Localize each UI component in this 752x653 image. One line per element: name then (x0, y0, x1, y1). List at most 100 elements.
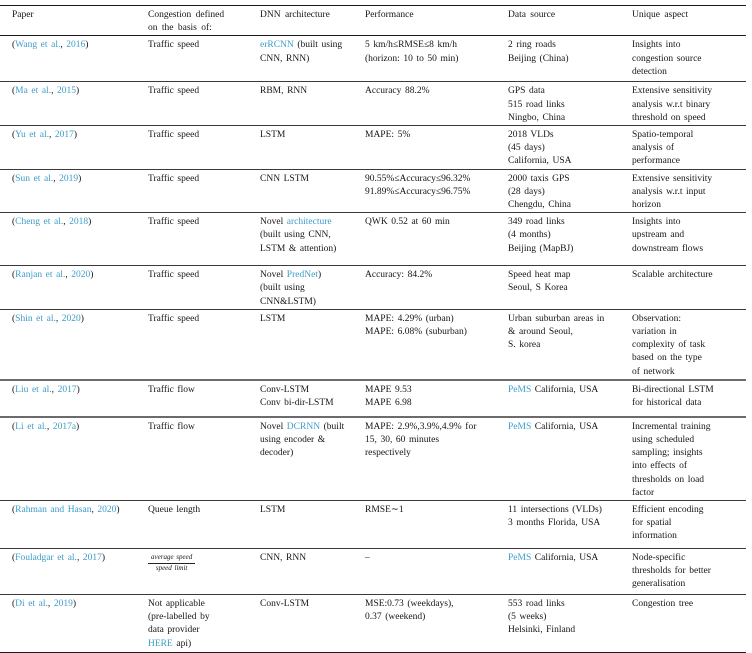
cell-performance: MAPE 9.53 MAPE 6.98 (365, 380, 508, 417)
cell-dnn: Novel PredNet) (built using CNN&LSTM) (260, 266, 365, 310)
text-segment: 2018 VLDs (508, 130, 554, 141)
cell-congestion: Traffic speed (148, 266, 260, 310)
cell-source: 2018 VLDs (45 days) California, USA (508, 126, 632, 170)
column-header-unique: Unique aspect (632, 6, 746, 36)
text-segment: Observation: (632, 313, 682, 324)
text-segment: Congestion defined (148, 10, 225, 20)
citation-link[interactable]: PeMS (508, 421, 532, 432)
text-segment: ( (12, 384, 16, 395)
cell-unique: Spatio-temporal analysis of performance (632, 126, 746, 170)
text-segment: LSTM & attention) (260, 243, 337, 254)
citation-link[interactable]: DCRNN (286, 421, 321, 432)
citation-link[interactable]: Sun et al. (15, 173, 54, 184)
citation-link[interactable]: architecture (286, 217, 332, 228)
citation-link[interactable]: Rahman and Hasan (15, 505, 92, 516)
text-segment: 91.89%≤Accuracy≤96.75% (365, 186, 471, 197)
citation-link[interactable]: PeMS (508, 553, 532, 564)
text-segment: Urban suburban areas in (508, 313, 605, 324)
text-segment: Incremental training (632, 421, 711, 432)
cell-performance: Accuracy 88.2% (365, 82, 508, 126)
text-segment: ( (12, 553, 16, 564)
cell-unique: Node-specific thresholds for better genera… (632, 549, 746, 595)
cell-dnn: RBM, RNN (260, 82, 365, 126)
text-segment: Helsinki, Finland (508, 625, 576, 636)
text-segment: Traffic speed (148, 270, 200, 281)
citation-link[interactable]: 2019 (59, 173, 79, 184)
text-segment: ) (116, 505, 120, 516)
citation-link[interactable]: 2017 (82, 553, 102, 564)
citation-link[interactable]: Di et al. (15, 599, 48, 610)
text-segment: – (365, 553, 370, 564)
citation-link[interactable]: 2020 (61, 313, 81, 324)
text-segment: horizon (632, 200, 662, 211)
text-segment: 15, 30, 60 minutes (365, 435, 440, 446)
text-segment: CNN&LSTM) (260, 296, 316, 307)
cell-performance: RMSE∼1 (365, 501, 508, 549)
text-segment: of network (632, 366, 675, 377)
text-segment: threshold on speed (632, 112, 706, 123)
citation-link[interactable]: 2020 (97, 505, 117, 516)
text-segment: detection (632, 66, 667, 77)
dnn-congestion-literature-table: Paper Congestion defined on the basis of: D… (0, 5, 746, 653)
citation-link[interactable]: Li et al. (15, 421, 47, 432)
text-segment: Beijing (China) (508, 53, 569, 64)
citation-link[interactable]: HERE (148, 638, 173, 649)
citation-link[interactable]: 2017 (57, 384, 77, 395)
text-segment: thresholds for better (632, 566, 711, 577)
citation-link[interactable]: Wang et al. (15, 40, 61, 51)
cell-source: 2000 taxis GPS (28 days) Chengdu, China (508, 169, 632, 213)
citation-link[interactable]: 2020 (71, 270, 91, 281)
text-segment: MAPE: 6.08% (suburban) (365, 327, 467, 338)
text-segment: ) (73, 130, 78, 141)
cell-unique: Efficient encoding for spatial information (632, 501, 746, 549)
citation-link[interactable]: Cheng et al. (15, 217, 64, 228)
citation-link[interactable]: PredNet (286, 270, 318, 281)
text-segment: , (53, 173, 60, 184)
citation-link[interactable]: 2016 (66, 40, 86, 51)
text-segment: Accuracy: 84.2% (365, 270, 433, 281)
citation-link[interactable]: 2018 (69, 217, 89, 228)
cell-dnn: LSTM (260, 126, 365, 170)
text-segment: using scheduled (632, 435, 695, 446)
cell-unique: Scalable architecture (632, 266, 746, 310)
text-segment: , (47, 599, 54, 610)
citation-link[interactable]: Ma et al. (15, 86, 52, 97)
citation-link[interactable]: Yu et al. (15, 130, 49, 141)
text-segment: Unique aspect (632, 10, 689, 20)
text-segment: api) (172, 638, 192, 649)
text-segment: generalisation (632, 579, 686, 590)
text-segment: Queue length (148, 505, 201, 516)
text-segment: ( (12, 270, 16, 281)
citation-link[interactable]: 2015 (57, 86, 77, 97)
citation-link[interactable]: PeMS (508, 384, 532, 395)
citation-link[interactable]: Shin et al. (15, 313, 56, 324)
text-segment: ( (12, 505, 16, 516)
text-segment: , (51, 86, 58, 97)
citation-link[interactable]: 2017a (52, 421, 77, 432)
citation-link[interactable]: erRCNN (260, 40, 294, 51)
text-segment: , (55, 313, 62, 324)
table-header: Paper Congestion defined on the basis of: D… (0, 5, 746, 36)
citation-link[interactable]: 2017 (54, 130, 74, 141)
cell-performance: MSE:0.73 (weekdays), 0.37 (weekend) (365, 595, 508, 653)
citation-link[interactable]: Ranjan et al. (15, 270, 66, 281)
citation-link[interactable]: 2019 (53, 599, 73, 610)
text-segment: Seoul, S Korea (508, 283, 568, 294)
text-segment: Node-specific (632, 553, 686, 564)
citation-link[interactable]: Fouladgar et al. (15, 553, 77, 564)
text-segment: Traffic speed (148, 217, 200, 228)
text-segment: Extensive sensitivity (632, 86, 713, 97)
citation-link[interactable]: Liu et al. (15, 384, 52, 395)
text-segment: into effects of (632, 461, 687, 472)
text-segment: , (60, 40, 67, 51)
table-row-rahman-hasan-2020: (Rahman and Hasan, 2020) Queue length LSTM… (0, 500, 746, 549)
table-row-li-2017a: (Li et al., 2017a) Traffic flow Novel DCRN… (0, 416, 746, 501)
text-segment: , (76, 553, 83, 564)
text-segment: Conv bi-dir-LSTM (260, 398, 334, 409)
text-segment: 0.37 (weekend) (365, 612, 426, 623)
text-segment: ( (12, 40, 16, 51)
text-segment: MAPE 6.98 (365, 398, 412, 409)
cell-dnn: Conv-LSTM Conv bi-dir-LSTM (260, 380, 365, 417)
text-segment: (built using CNN, (260, 230, 331, 241)
